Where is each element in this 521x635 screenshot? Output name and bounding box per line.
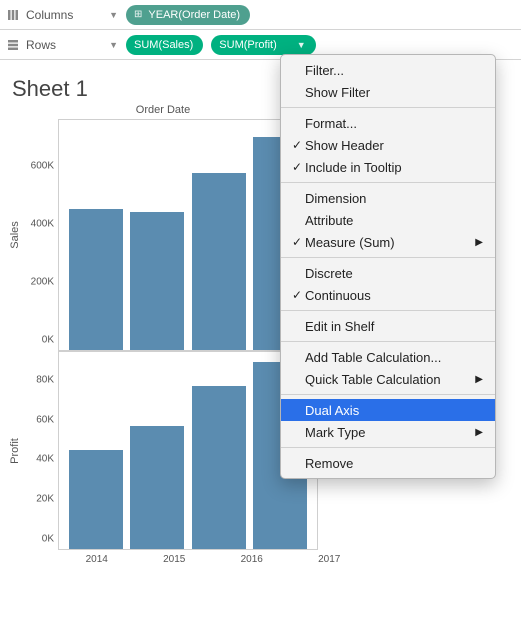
pill-sum-sales[interactable]: SUM(Sales) — [126, 35, 203, 55]
chevron-down-icon: ▼ — [109, 40, 118, 50]
menu-item-label: Continuous — [305, 288, 483, 303]
columns-label: Columns — [26, 8, 103, 22]
submenu-arrow-icon: ▶ — [475, 237, 483, 248]
bar[interactable] — [192, 386, 246, 549]
menu-item-label: Add Table Calculation... — [305, 350, 483, 365]
menu-item-label: Filter... — [305, 63, 483, 78]
menu-item-label: Format... — [305, 116, 483, 131]
menu-item-label: Dual Axis — [305, 403, 483, 418]
menu-item-measure-sum[interactable]: ✓Measure (Sum)▶ — [281, 231, 495, 253]
x-axis-tick: 2014 — [58, 550, 136, 565]
menu-separator — [281, 341, 495, 342]
menu-item-label: Measure (Sum) — [305, 235, 475, 250]
pill-year-order-date[interactable]: ⊞ YEAR(Order Date) — [126, 5, 250, 25]
profit-plot[interactable] — [58, 351, 318, 550]
axis-tick: 0K — [42, 534, 54, 545]
axis-tick: 40K — [36, 454, 54, 465]
columns-shelf-header[interactable]: Columns ▼ — [6, 8, 118, 22]
axis-tick: 200K — [31, 277, 54, 288]
menu-item-show-header[interactable]: ✓Show Header — [281, 134, 495, 156]
chart-column-header: Order Date — [8, 104, 318, 116]
submenu-arrow-icon: ▶ — [475, 374, 483, 385]
menu-separator — [281, 257, 495, 258]
sales-axis-label: Sales — [8, 119, 22, 351]
menu-item-dual-axis[interactable]: Dual Axis — [281, 399, 495, 421]
bar[interactable] — [69, 450, 123, 550]
menu-item-label: Mark Type — [305, 425, 475, 440]
menu-separator — [281, 182, 495, 183]
menu-item-label: Dimension — [305, 191, 483, 206]
menu-item-filter[interactable]: Filter... — [281, 59, 495, 81]
check-icon: ✓ — [289, 138, 305, 152]
menu-item-label: Quick Table Calculation — [305, 372, 475, 387]
menu-item-dimension[interactable]: Dimension — [281, 187, 495, 209]
x-axis-tick: 2017 — [291, 550, 369, 565]
menu-item-include-in-tooltip[interactable]: ✓Include in Tooltip — [281, 156, 495, 178]
axis-tick: 60K — [36, 414, 54, 425]
date-icon: ⊞ — [134, 9, 142, 20]
bar[interactable] — [130, 426, 184, 549]
bar[interactable] — [192, 173, 246, 350]
columns-icon — [6, 9, 20, 21]
profit-bars — [59, 352, 317, 549]
rows-icon — [6, 39, 20, 51]
axis-tick: 0K — [42, 335, 54, 346]
menu-item-mark-type[interactable]: Mark Type▶ — [281, 421, 495, 443]
rows-label: Rows — [26, 38, 103, 52]
menu-separator — [281, 394, 495, 395]
axis-tick: 600K — [31, 161, 54, 172]
rows-shelf-header[interactable]: Rows ▼ — [6, 38, 118, 52]
menu-item-label: Include in Tooltip — [305, 160, 483, 175]
menu-separator — [281, 310, 495, 311]
profit-axis-ticks: 0K 20K 40K 60K 80K — [22, 351, 58, 550]
chart-zone: Order Date Sales 0K 200K 400K 600K Profit 0… — [8, 104, 318, 565]
menu-item-remove[interactable]: Remove — [281, 452, 495, 474]
pill-sum-profit[interactable]: SUM(Profit) ▼ — [211, 35, 315, 55]
menu-separator — [281, 447, 495, 448]
menu-item-discrete[interactable]: Discrete — [281, 262, 495, 284]
pill-label: SUM(Profit) — [219, 39, 276, 51]
menu-item-continuous[interactable]: ✓Continuous — [281, 284, 495, 306]
menu-item-edit-in-shelf[interactable]: Edit in Shelf — [281, 315, 495, 337]
axis-tick: 80K — [36, 374, 54, 385]
bar[interactable] — [130, 212, 184, 350]
menu-item-label: Remove — [305, 456, 483, 471]
axis-tick: 20K — [36, 494, 54, 505]
check-icon: ✓ — [289, 288, 305, 302]
menu-item-quick-table-calculation[interactable]: Quick Table Calculation▶ — [281, 368, 495, 390]
menu-item-label: Attribute — [305, 213, 483, 228]
menu-item-format[interactable]: Format... — [281, 112, 495, 134]
sales-panel: Sales 0K 200K 400K 600K — [8, 119, 318, 351]
x-axis-tick: 2015 — [136, 550, 214, 565]
submenu-arrow-icon: ▶ — [475, 427, 483, 438]
menu-item-attribute[interactable]: Attribute — [281, 209, 495, 231]
menu-item-show-filter[interactable]: Show Filter — [281, 81, 495, 103]
check-icon: ✓ — [289, 160, 305, 174]
menu-item-label: Discrete — [305, 266, 483, 281]
field-context-menu: Filter...Show FilterFormat...✓Show Heade… — [280, 54, 496, 479]
menu-separator — [281, 107, 495, 108]
x-axis: 2014201520162017 — [58, 550, 368, 565]
menu-item-add-table-calculation[interactable]: Add Table Calculation... — [281, 346, 495, 368]
sales-plot[interactable] — [58, 119, 318, 351]
columns-shelf: Columns ▼ ⊞ YEAR(Order Date) — [0, 0, 521, 30]
sales-bars — [59, 120, 317, 350]
menu-item-label: Show Filter — [305, 85, 483, 100]
profit-axis-label: Profit — [8, 351, 22, 550]
check-icon: ✓ — [289, 235, 305, 249]
profit-panel: Profit 0K 20K 40K 60K 80K — [8, 351, 318, 550]
sales-axis-ticks: 0K 200K 400K 600K — [22, 119, 58, 351]
pill-label: SUM(Sales) — [134, 39, 193, 51]
chevron-down-icon: ▼ — [297, 40, 306, 50]
axis-tick: 400K — [31, 219, 54, 230]
menu-item-label: Edit in Shelf — [305, 319, 483, 334]
chevron-down-icon: ▼ — [109, 10, 118, 20]
x-axis-tick: 2016 — [213, 550, 291, 565]
menu-item-label: Show Header — [305, 138, 483, 153]
pill-label: YEAR(Order Date) — [148, 9, 240, 21]
bar[interactable] — [69, 209, 123, 350]
